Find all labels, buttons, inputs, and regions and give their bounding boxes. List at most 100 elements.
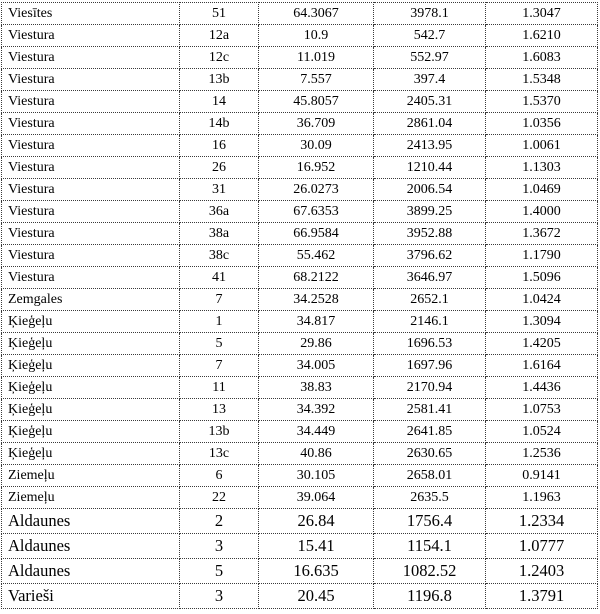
street-name-cell: Ķieģeļu (1, 310, 180, 333)
table-row: Zemgales 7 34.2528 2652.1 1.0424 (1, 288, 598, 311)
value-3-cell: 1.5348 (485, 68, 598, 91)
value-1-cell: 30.105 (258, 464, 374, 487)
house-number-cell: 7 (179, 354, 259, 377)
table-row: Varieši 3 20.45 1196.8 1.3791 (1, 583, 598, 609)
house-number-cell: 5 (179, 558, 259, 584)
value-1-cell: 64.3067 (258, 2, 374, 25)
value-2-cell: 2635.5 (373, 486, 486, 509)
street-name-cell: Viestura (1, 46, 180, 69)
table-row: Ķieģeļu 13c 40.86 2630.65 1.2536 (1, 442, 598, 465)
value-1-cell: 67.6353 (258, 200, 374, 223)
value-1-cell: 40.86 (258, 442, 374, 465)
value-2-cell: 2641.85 (373, 420, 486, 443)
value-1-cell: 34.005 (258, 354, 374, 377)
table-row: Ziemeļu 6 30.105 2658.01 0.9141 (1, 464, 598, 487)
house-number-cell: 31 (179, 178, 259, 201)
table-row: Aldaunes 5 16.635 1082.52 1.2403 (1, 558, 598, 584)
value-2-cell: 3796.62 (373, 244, 486, 267)
value-3-cell: 1.3047 (485, 2, 598, 25)
table-row: Aldaunes 3 15.41 1154.1 1.0777 (1, 533, 598, 559)
street-name-cell: Viestura (1, 200, 180, 223)
street-name-cell: Ķieģeļu (1, 420, 180, 443)
value-2-cell: 2006.54 (373, 178, 486, 201)
house-number-cell: 11 (179, 376, 259, 399)
table-row: Viestura 14b 36.709 2861.04 1.0356 (1, 112, 598, 135)
value-1-cell: 45.8057 (258, 90, 374, 113)
table-row: Ķieģeļu 11 38.83 2170.94 1.4436 (1, 376, 598, 399)
value-2-cell: 1756.4 (373, 508, 486, 534)
value-2-cell: 397.4 (373, 68, 486, 91)
value-1-cell: 20.45 (258, 583, 374, 609)
house-number-cell: 3 (179, 583, 259, 609)
table-row: Viestura 13b 7.557 397.4 1.5348 (1, 68, 598, 91)
value-2-cell: 3899.25 (373, 200, 486, 223)
house-number-cell: 26 (179, 156, 259, 179)
value-2-cell: 552.97 (373, 46, 486, 69)
house-number-cell: 14b (179, 112, 259, 135)
house-number-cell: 51 (179, 2, 259, 25)
street-name-cell: Aldaunes (1, 533, 180, 559)
value-3-cell: 1.2334 (485, 508, 598, 534)
table-row: Viestura 12c 11.019 552.97 1.6083 (1, 46, 598, 69)
house-number-cell: 12a (179, 24, 259, 47)
street-name-cell: Aldaunes (1, 508, 180, 534)
value-1-cell: 66.9584 (258, 222, 374, 245)
value-3-cell: 0.9141 (485, 464, 598, 487)
table-row: Ķieģeļu 5 29.86 1696.53 1.4205 (1, 332, 598, 355)
street-name-cell: Ziemeļu (1, 464, 180, 487)
street-name-cell: Ķieģeļu (1, 376, 180, 399)
value-3-cell: 1.6083 (485, 46, 598, 69)
street-name-cell: Viesītes (1, 2, 180, 25)
value-1-cell: 34.817 (258, 310, 374, 333)
house-number-cell: 1 (179, 310, 259, 333)
house-number-cell: 16 (179, 134, 259, 157)
value-3-cell: 1.0469 (485, 178, 598, 201)
value-3-cell: 1.0061 (485, 134, 598, 157)
value-3-cell: 1.1790 (485, 244, 598, 267)
value-1-cell: 16.952 (258, 156, 374, 179)
value-1-cell: 7.557 (258, 68, 374, 91)
value-1-cell: 29.86 (258, 332, 374, 355)
table-row: Aldaunes 2 26.84 1756.4 1.2334 (1, 508, 598, 534)
value-3-cell: 1.0424 (485, 288, 598, 311)
value-1-cell: 26.0273 (258, 178, 374, 201)
house-number-cell: 41 (179, 266, 259, 289)
value-1-cell: 55.462 (258, 244, 374, 267)
value-3-cell: 1.3791 (485, 583, 598, 609)
value-2-cell: 2146.1 (373, 310, 486, 333)
value-2-cell: 2630.65 (373, 442, 486, 465)
value-2-cell: 2405.31 (373, 90, 486, 113)
value-1-cell: 38.83 (258, 376, 374, 399)
value-3-cell: 1.6210 (485, 24, 598, 47)
table-row: Viestura 12a 10.9 542.7 1.6210 (1, 24, 598, 47)
value-1-cell: 34.2528 (258, 288, 374, 311)
value-2-cell: 2581.41 (373, 398, 486, 421)
value-3-cell: 1.0753 (485, 398, 598, 421)
value-2-cell: 2652.1 (373, 288, 486, 311)
house-number-cell: 2 (179, 508, 259, 534)
value-2-cell: 2861.04 (373, 112, 486, 135)
table-row: Viestura 14 45.8057 2405.31 1.5370 (1, 90, 598, 113)
house-number-cell: 14 (179, 90, 259, 113)
value-2-cell: 3952.88 (373, 222, 486, 245)
value-3-cell: 1.3094 (485, 310, 598, 333)
street-name-cell: Viestura (1, 244, 180, 267)
value-2-cell: 1697.96 (373, 354, 486, 377)
house-number-cell: 38a (179, 222, 259, 245)
value-3-cell: 1.0524 (485, 420, 598, 443)
table-row: Viestura 36a 67.6353 3899.25 1.4000 (1, 200, 598, 223)
table-row: Ķieģeļu 7 34.005 1697.96 1.6164 (1, 354, 598, 377)
street-name-cell: Ķieģeļu (1, 398, 180, 421)
value-3-cell: 1.5096 (485, 266, 598, 289)
street-name-cell: Ķieģeļu (1, 442, 180, 465)
value-3-cell: 1.6164 (485, 354, 598, 377)
value-2-cell: 1196.8 (373, 583, 486, 609)
value-2-cell: 2413.95 (373, 134, 486, 157)
street-name-cell: Aldaunes (1, 558, 180, 584)
value-3-cell: 1.1303 (485, 156, 598, 179)
house-number-cell: 6 (179, 464, 259, 487)
house-number-cell: 5 (179, 332, 259, 355)
